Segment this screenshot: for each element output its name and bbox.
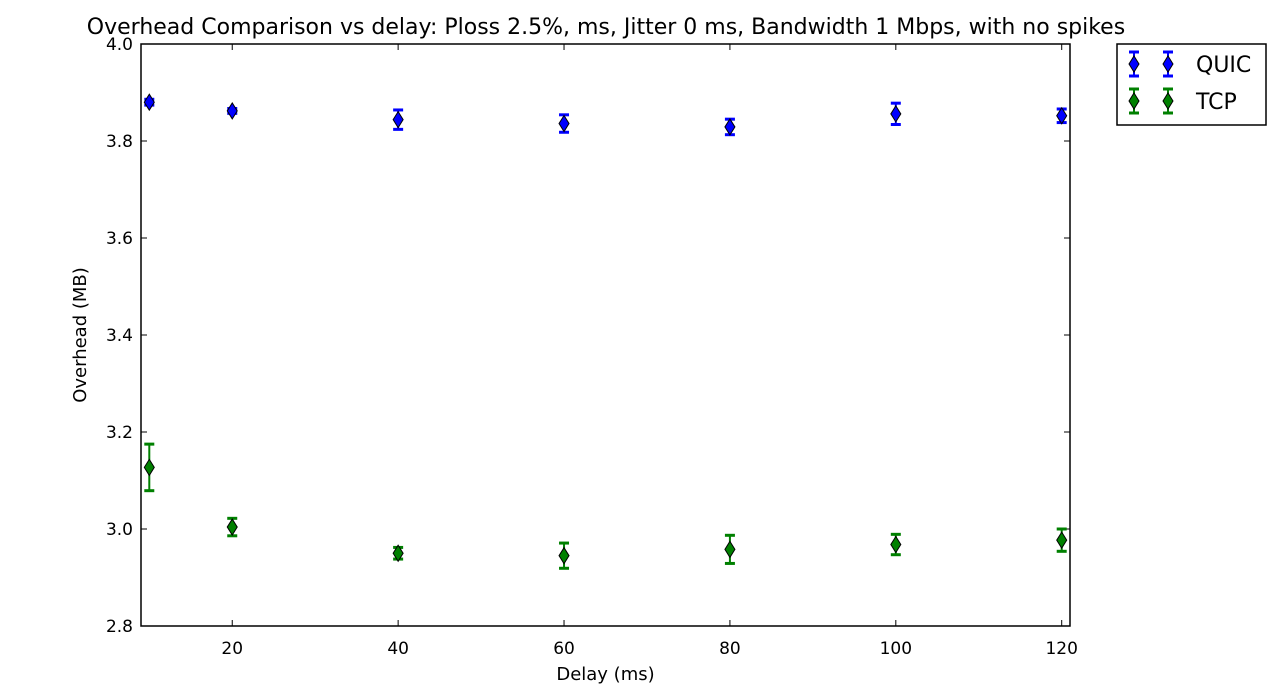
data-point bbox=[392, 110, 404, 129]
y-tick-label: 3.8 bbox=[106, 132, 133, 152]
plot-area-frame bbox=[140, 43, 1071, 627]
x-tick-label: 120 bbox=[1045, 639, 1077, 659]
data-point bbox=[143, 93, 155, 112]
legend: QUIC TCP bbox=[1116, 43, 1267, 126]
y-tick-label: 3.2 bbox=[106, 423, 133, 443]
data-point bbox=[724, 117, 736, 136]
x-tick-label: 40 bbox=[387, 639, 409, 659]
y-tick-label: 3.0 bbox=[106, 520, 133, 540]
y-tick-label: 3.6 bbox=[106, 229, 133, 249]
data-point bbox=[1056, 531, 1068, 550]
x-tick-label: 80 bbox=[719, 639, 741, 659]
legend-frame bbox=[1116, 43, 1267, 126]
data-point bbox=[226, 518, 238, 537]
series-quic bbox=[143, 93, 1068, 137]
data-point bbox=[1056, 106, 1068, 125]
x-tick-label: 20 bbox=[221, 639, 243, 659]
data-point bbox=[558, 114, 570, 133]
legend-marker bbox=[1128, 92, 1140, 110]
x-axis-label: Delay (ms) bbox=[556, 664, 654, 685]
y-tick-label: 3.4 bbox=[106, 326, 133, 346]
chart-title: Overhead Comparison vs delay: Ploss 2.5%… bbox=[87, 15, 1125, 40]
series-tcp bbox=[143, 442, 1068, 570]
legend-marker bbox=[1128, 55, 1140, 73]
axis-ticks: 20 40 60 80 100 120 2.8 3.0 3.2 3.4 3.6 3.8 4.0 bbox=[106, 35, 1078, 659]
x-tick-label: 60 bbox=[553, 639, 575, 659]
data-point bbox=[890, 535, 902, 554]
data-point bbox=[558, 546, 570, 565]
data-point bbox=[724, 540, 736, 559]
x-tick-label: 100 bbox=[880, 639, 912, 659]
data-point bbox=[143, 458, 155, 477]
y-tick-label: 4.0 bbox=[106, 35, 133, 55]
data-marks bbox=[143, 93, 1068, 570]
data-point bbox=[392, 544, 404, 563]
y-tick-label: 2.8 bbox=[106, 617, 133, 637]
y-axis-label: Overhead (MB) bbox=[70, 267, 91, 403]
data-point bbox=[890, 104, 902, 123]
legend-marker bbox=[1162, 55, 1174, 73]
legend-label-tcp: TCP bbox=[1195, 90, 1237, 115]
data-point bbox=[226, 101, 238, 120]
legend-label-quic: QUIC bbox=[1196, 53, 1251, 78]
legend-marker bbox=[1162, 92, 1174, 110]
